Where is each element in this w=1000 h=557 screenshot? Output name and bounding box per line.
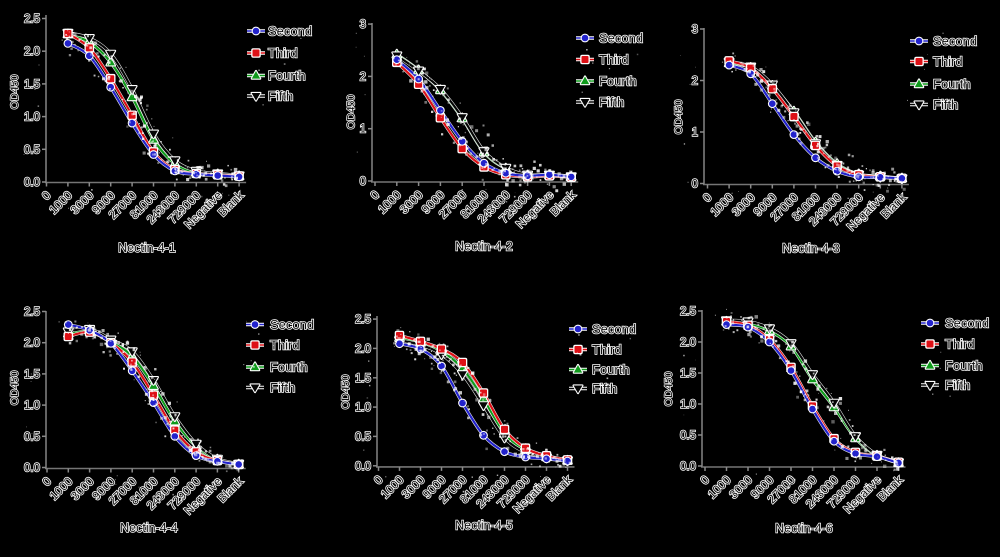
- svg-text:1.0: 1.0: [680, 399, 696, 411]
- svg-text:1.0: 1.0: [355, 402, 371, 414]
- svg-text:Fourth: Fourth: [933, 77, 971, 92]
- svg-text:2.5: 2.5: [24, 307, 40, 319]
- svg-text:0.5: 0.5: [680, 430, 696, 442]
- svg-text:1.5: 1.5: [24, 79, 40, 91]
- svg-text:Fifth: Fifth: [592, 381, 617, 396]
- svg-text:Fifth: Fifth: [599, 95, 624, 110]
- svg-text:Second: Second: [268, 24, 312, 39]
- svg-text:Nectin-4-5: Nectin-4-5: [455, 519, 513, 533]
- svg-text:OD450: OD450: [346, 95, 358, 130]
- svg-text:9000: 9000: [420, 472, 449, 501]
- svg-text:2: 2: [692, 76, 698, 88]
- svg-text:OD450: OD450: [9, 75, 21, 110]
- svg-text:0.5: 0.5: [24, 431, 40, 443]
- svg-text:OD450: OD450: [9, 371, 21, 406]
- svg-text:OD450: OD450: [340, 375, 352, 410]
- svg-text:Third: Third: [945, 337, 975, 352]
- svg-text:1.0: 1.0: [24, 112, 40, 124]
- svg-text:Second: Second: [592, 322, 636, 337]
- svg-text:1.0: 1.0: [24, 400, 40, 412]
- svg-text:Nectin-4-3: Nectin-4-3: [782, 242, 840, 256]
- svg-text:Fourth: Fourth: [270, 360, 308, 375]
- svg-text:Fourth: Fourth: [945, 358, 983, 373]
- svg-text:2.0: 2.0: [680, 337, 696, 349]
- svg-text:Fifth: Fifth: [933, 97, 958, 112]
- svg-text:2.5: 2.5: [680, 306, 696, 318]
- svg-text:Third: Third: [270, 338, 300, 353]
- svg-text:Second: Second: [599, 31, 643, 46]
- svg-text:0.0: 0.0: [680, 461, 696, 473]
- svg-text:2.0: 2.0: [24, 338, 40, 350]
- svg-text:0: 0: [360, 176, 366, 188]
- svg-text:Nectin-4-4: Nectin-4-4: [120, 521, 178, 535]
- svg-text:OD450: OD450: [673, 100, 685, 135]
- svg-text:3: 3: [692, 24, 698, 36]
- svg-text:2.5: 2.5: [355, 314, 371, 326]
- svg-text:Third: Third: [599, 52, 629, 67]
- svg-text:Nectin-4-6: Nectin-4-6: [775, 522, 833, 536]
- svg-text:1: 1: [692, 127, 698, 139]
- svg-text:1.5: 1.5: [680, 368, 696, 380]
- svg-text:0.5: 0.5: [355, 431, 371, 443]
- svg-text:Third: Third: [268, 46, 298, 61]
- svg-text:Third: Third: [592, 342, 622, 357]
- svg-text:2.5: 2.5: [24, 14, 40, 26]
- svg-text:2.0: 2.0: [24, 46, 40, 58]
- svg-text:Third: Third: [933, 54, 963, 69]
- svg-text:0.0: 0.0: [24, 463, 40, 475]
- svg-text:3: 3: [360, 19, 366, 31]
- svg-text:Fourth: Fourth: [599, 74, 637, 89]
- svg-text:OD450: OD450: [663, 372, 675, 407]
- svg-text:1.5: 1.5: [355, 373, 371, 385]
- svg-text:0.5: 0.5: [24, 144, 40, 156]
- svg-text:0.0: 0.0: [355, 461, 371, 473]
- svg-text:Second: Second: [933, 34, 977, 49]
- svg-text:Nectin-4-1: Nectin-4-1: [118, 241, 176, 255]
- svg-text:Fourth: Fourth: [268, 68, 306, 83]
- svg-text:Fifth: Fifth: [945, 378, 970, 393]
- svg-text:0: 0: [692, 179, 698, 191]
- svg-text:Fifth: Fifth: [268, 89, 293, 104]
- svg-text:Fifth: Fifth: [270, 380, 295, 395]
- svg-text:Second: Second: [270, 317, 314, 332]
- svg-text:1: 1: [360, 124, 366, 136]
- svg-text:Second: Second: [945, 316, 989, 331]
- svg-text:2.0: 2.0: [355, 343, 371, 355]
- svg-text:2: 2: [360, 71, 366, 83]
- svg-text:0.0: 0.0: [24, 177, 40, 189]
- svg-text:1.5: 1.5: [24, 369, 40, 381]
- svg-text:Fourth: Fourth: [592, 362, 630, 377]
- svg-text:Nectin-4-2: Nectin-4-2: [455, 240, 513, 254]
